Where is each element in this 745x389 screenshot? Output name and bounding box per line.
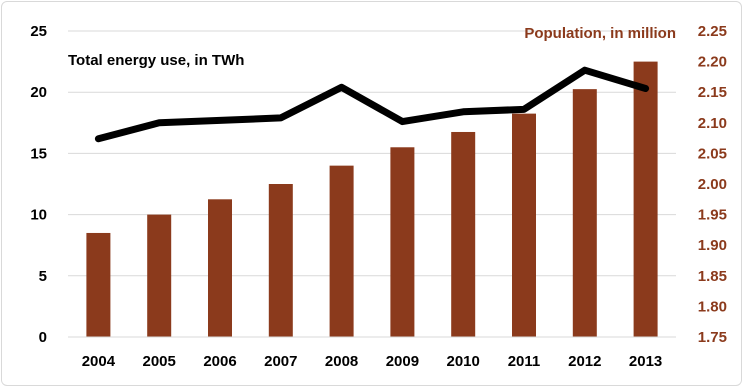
energy-series-label: Total energy use, in TWh [68,52,244,69]
left-tick-label: 15 [30,145,47,162]
left-tick-label: 0 [39,329,47,346]
energy-point [583,69,586,72]
population-bars [86,61,658,338]
axes: 0 5 10 15 20 25 1.75 1.80 1.85 1.90 1.95 2.00 2.05 2.… [30,23,727,370]
right-tick-label: 2.10 [698,115,727,132]
right-tick-label: 2.00 [698,176,727,193]
right-tick-label: 1.85 [698,268,727,285]
energy-point [279,116,282,119]
right-tick-label: 2.25 [698,23,727,40]
x-tick-label: 2004 [82,353,116,370]
population-bar [208,199,232,337]
energy-point [158,121,161,124]
x-tick-label: 2013 [629,353,662,370]
x-tick-label: 2005 [143,353,176,370]
energy-point [97,137,100,140]
population-series-label: Population, in million [524,25,676,42]
left-tick-label: 10 [30,207,47,224]
energy-point [462,110,465,113]
left-tick-label: 5 [39,268,47,285]
population-bar [86,232,111,337]
energy-point [644,87,647,90]
right-tick-label: 2.05 [698,145,727,162]
energy-line [94,66,650,143]
x-tick-label: 2012 [568,353,601,370]
right-tick-label: 1.95 [698,207,727,224]
energy-line-path [94,66,650,143]
right-tick-label: 1.75 [698,329,727,346]
population-bar [329,165,354,337]
population-bar [451,131,476,337]
x-tick-label: 2010 [447,353,480,370]
population-bar [147,214,172,337]
population-bar [512,113,536,338]
energy-point [219,119,221,122]
left-tick-label: 25 [30,23,47,40]
population-bar [268,184,293,337]
x-tick-label: 2007 [264,353,297,370]
x-tick-label: 2006 [203,353,236,370]
population-bar [572,89,597,337]
population-bar [633,61,658,337]
energy-point [401,120,404,123]
x-tick-label: 2008 [325,353,358,370]
energy-point [340,86,343,89]
x-tick-label: 2011 [508,353,541,370]
right-tick-label: 2.20 [698,54,727,71]
left-tick-label: 20 [30,84,47,101]
right-tick-label: 2.15 [698,84,727,101]
population-bar [390,147,415,337]
x-tick-label: 2009 [386,353,419,370]
right-tick-label: 1.80 [698,298,727,315]
energy-point [523,108,525,111]
right-tick-label: 1.90 [698,237,727,254]
